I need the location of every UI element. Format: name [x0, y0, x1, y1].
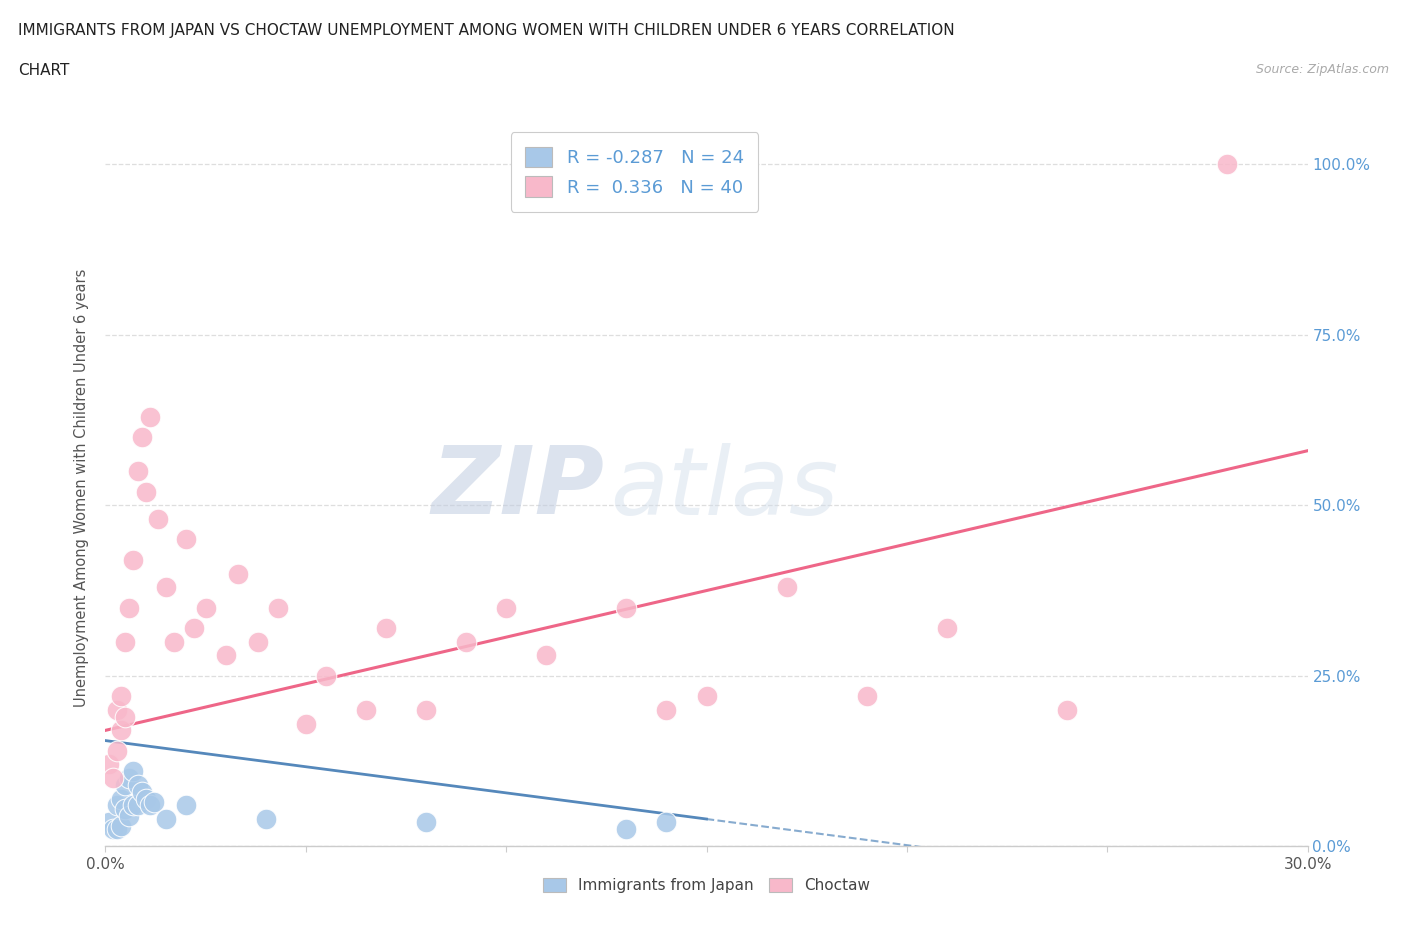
Point [354, 702, 377, 717]
Text: ZIP: ZIP [432, 443, 605, 534]
Point [107, 743, 129, 758]
Point [138, 798, 160, 813]
Point [315, 669, 337, 684]
Point [146, 512, 169, 526]
Point [122, 798, 145, 813]
Text: Source: ZipAtlas.com: Source: ZipAtlas.com [1256, 63, 1389, 76]
Point [776, 579, 799, 594]
Point [110, 791, 132, 806]
Point [127, 464, 149, 479]
Text: atlas: atlas [610, 443, 838, 534]
Point [114, 802, 136, 817]
Point [162, 634, 184, 649]
Point [122, 552, 145, 567]
Point [214, 648, 236, 663]
Point [655, 702, 678, 717]
Point [1216, 157, 1239, 172]
Point [616, 822, 638, 837]
Point [194, 600, 217, 615]
Point [107, 822, 129, 837]
Point [254, 812, 277, 827]
Y-axis label: Unemployment Among Women with Children Under 6 years: Unemployment Among Women with Children U… [75, 269, 90, 708]
Point [122, 764, 145, 778]
Point [138, 409, 160, 424]
Point [114, 710, 136, 724]
Point [174, 798, 197, 813]
Point [855, 689, 877, 704]
Point [107, 702, 129, 717]
Point [1056, 702, 1078, 717]
Point [110, 689, 132, 704]
Point [131, 430, 153, 445]
Legend: Immigrants from Japan, Choctaw: Immigrants from Japan, Choctaw [537, 872, 876, 899]
Point [155, 579, 177, 594]
Point [114, 634, 136, 649]
Point [295, 716, 318, 731]
Point [127, 798, 149, 813]
Point [103, 771, 125, 786]
Point [135, 791, 157, 806]
Point [246, 634, 269, 649]
Point [135, 485, 157, 499]
Point [936, 620, 959, 635]
Point [127, 777, 149, 792]
Point [103, 822, 125, 837]
Text: CHART: CHART [18, 63, 70, 78]
Point [98, 757, 121, 772]
Point [183, 620, 205, 635]
Point [616, 600, 638, 615]
Point [495, 600, 517, 615]
Point [374, 620, 398, 635]
Point [131, 784, 153, 799]
Point [118, 808, 141, 823]
Point [655, 815, 678, 830]
Point [118, 600, 141, 615]
Point [696, 689, 718, 704]
Point [267, 600, 290, 615]
Point [107, 798, 129, 813]
Point [174, 532, 197, 547]
Point [415, 702, 437, 717]
Point [110, 818, 132, 833]
Point [155, 812, 177, 827]
Point [118, 771, 141, 786]
Point [534, 648, 557, 663]
Point [142, 794, 165, 809]
Point [226, 566, 249, 581]
Text: IMMIGRANTS FROM JAPAN VS CHOCTAW UNEMPLOYMENT AMONG WOMEN WITH CHILDREN UNDER 6 : IMMIGRANTS FROM JAPAN VS CHOCTAW UNEMPLO… [18, 23, 955, 38]
Point [415, 815, 437, 830]
Point [454, 634, 477, 649]
Point [110, 723, 132, 737]
Point [98, 815, 121, 830]
Point [114, 777, 136, 792]
